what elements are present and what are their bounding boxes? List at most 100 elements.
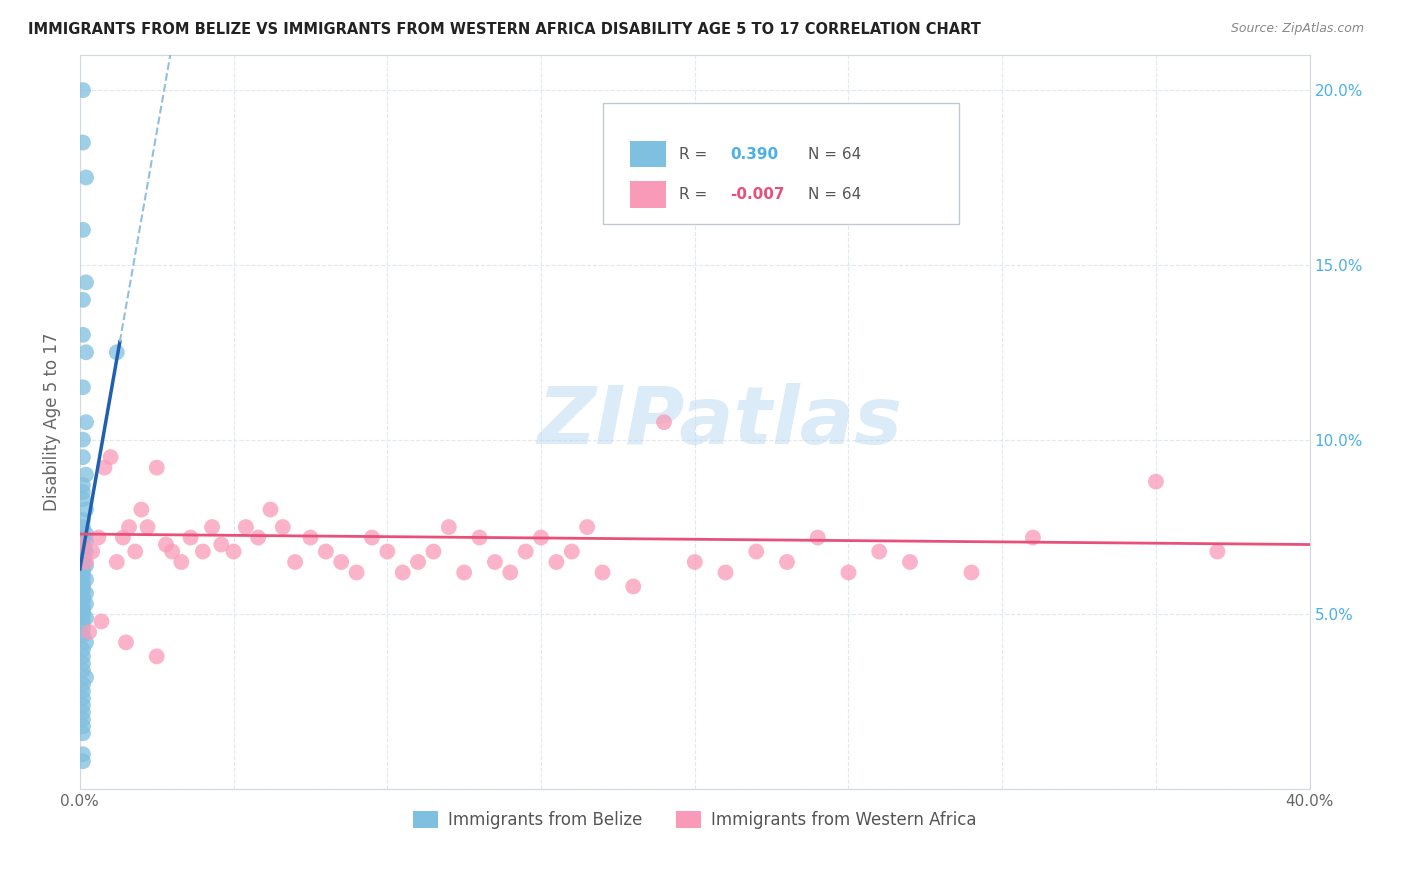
Point xyxy=(437,520,460,534)
Text: R =: R = xyxy=(679,147,707,161)
Point xyxy=(72,569,94,583)
Point xyxy=(72,649,94,664)
Point xyxy=(75,597,97,611)
Point xyxy=(1206,544,1229,558)
Point xyxy=(683,555,706,569)
Point xyxy=(75,276,97,290)
Point xyxy=(72,576,94,591)
Point xyxy=(72,706,94,720)
Bar xyxy=(630,181,666,208)
Point xyxy=(515,544,537,558)
Point xyxy=(837,566,859,580)
Point xyxy=(72,593,94,607)
Point xyxy=(100,450,122,464)
Point xyxy=(72,615,94,629)
Point xyxy=(160,544,183,558)
Point xyxy=(75,415,97,429)
Point xyxy=(72,83,94,97)
Point xyxy=(209,537,232,551)
Point xyxy=(247,531,270,545)
Point xyxy=(714,566,737,580)
Point xyxy=(72,657,94,671)
Point xyxy=(576,520,599,534)
FancyBboxPatch shape xyxy=(603,103,959,224)
Point xyxy=(75,586,97,600)
Text: ZIPatlas: ZIPatlas xyxy=(537,384,901,461)
Point xyxy=(72,566,94,580)
Point xyxy=(499,566,522,580)
Point xyxy=(72,450,94,464)
Point xyxy=(115,635,138,649)
Point xyxy=(72,136,94,150)
Point xyxy=(284,555,307,569)
Point xyxy=(75,635,97,649)
Point xyxy=(530,531,553,545)
Point xyxy=(453,566,475,580)
Point xyxy=(145,649,167,664)
Point xyxy=(72,380,94,394)
Point xyxy=(72,642,94,657)
Point xyxy=(72,628,94,642)
Text: -0.007: -0.007 xyxy=(731,187,785,202)
Point xyxy=(72,677,94,691)
Point xyxy=(72,293,94,307)
Point xyxy=(75,555,97,569)
Point xyxy=(72,551,94,566)
Point xyxy=(960,566,983,580)
Point xyxy=(72,555,94,569)
Point xyxy=(105,345,128,359)
Point xyxy=(75,467,97,482)
Text: N = 64: N = 64 xyxy=(808,147,860,161)
Point xyxy=(72,537,94,551)
Point xyxy=(406,555,429,569)
Point xyxy=(72,433,94,447)
Point xyxy=(235,520,257,534)
Point xyxy=(72,747,94,762)
Point xyxy=(807,531,830,545)
Point xyxy=(155,537,177,551)
Point xyxy=(72,604,94,618)
Point xyxy=(72,478,94,492)
Point xyxy=(72,520,94,534)
Point xyxy=(75,670,97,684)
Point xyxy=(75,534,97,549)
Point xyxy=(72,537,94,551)
Point xyxy=(72,562,94,576)
Point xyxy=(299,531,322,545)
Point xyxy=(468,531,491,545)
Point xyxy=(75,573,97,587)
Point xyxy=(868,544,890,558)
Point xyxy=(652,415,675,429)
Y-axis label: Disability Age 5 to 17: Disability Age 5 to 17 xyxy=(44,333,60,511)
Point xyxy=(561,544,583,558)
Point xyxy=(72,582,94,597)
Point xyxy=(72,513,94,527)
Point xyxy=(75,345,97,359)
Point xyxy=(346,566,368,580)
Point xyxy=(75,611,97,625)
Point xyxy=(75,558,97,573)
Legend: Immigrants from Belize, Immigrants from Western Africa: Immigrants from Belize, Immigrants from … xyxy=(406,805,983,836)
Point xyxy=(776,555,799,569)
Point xyxy=(72,590,94,604)
Point xyxy=(72,691,94,706)
Point xyxy=(72,712,94,726)
Point xyxy=(72,579,94,593)
Point xyxy=(72,485,94,500)
Point xyxy=(745,544,768,558)
Point xyxy=(72,600,94,615)
Point xyxy=(82,544,104,558)
Point xyxy=(105,555,128,569)
Point xyxy=(180,531,202,545)
Point xyxy=(77,624,100,639)
Point xyxy=(124,544,146,558)
Point xyxy=(170,555,193,569)
Point xyxy=(72,698,94,713)
Text: N = 64: N = 64 xyxy=(808,187,860,202)
Point xyxy=(90,615,112,629)
Point xyxy=(898,555,921,569)
Point xyxy=(131,502,153,516)
Point xyxy=(75,527,97,541)
Bar xyxy=(630,141,666,168)
Point xyxy=(72,754,94,768)
